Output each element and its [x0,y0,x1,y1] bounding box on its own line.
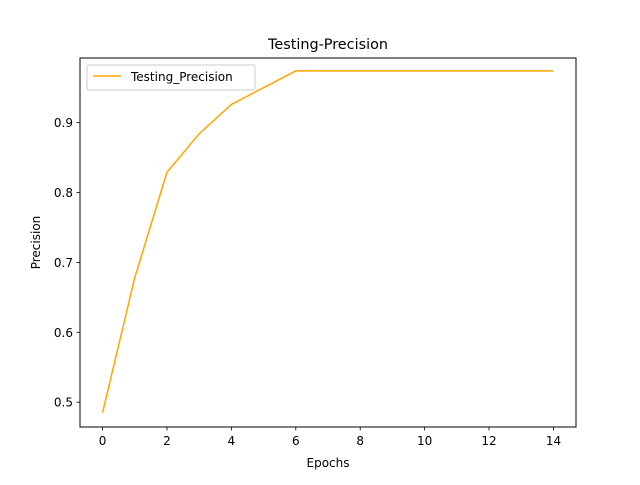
x-tick-label: 6 [292,434,300,448]
ticks-layer: 0 2 4 6 8 10 12 14 0.5 0.6 0.7 0.8 0.9 [54,116,561,448]
y-tick-label: 0.9 [54,116,73,130]
x-tick-label: 12 [481,434,496,448]
series-line-testing-precision [101,70,554,413]
y-tick-label: 0.5 [54,396,73,410]
legend: Testing_Precision [86,64,256,91]
plot-area-frame [79,57,577,428]
x-tick-label: 2 [163,434,171,448]
y-tick-label: 0.6 [54,326,73,340]
x-tick-label: 10 [417,434,432,448]
legend-box [86,64,256,91]
x-tick-label: 14 [546,434,561,448]
x-tick-label: 0 [99,434,107,448]
chart-title: Testing-Precision [267,37,388,53]
x-tick-label: 8 [356,434,364,448]
x-axis-label: Epochs [307,456,350,470]
y-tick-label: 0.8 [54,186,73,200]
y-tick-label: 0.7 [54,256,73,270]
x-tick-label: 4 [228,434,236,448]
plot-layer [101,70,554,413]
legend-label: Testing_Precision [130,70,233,84]
y-axis-label: Precision [29,216,43,270]
